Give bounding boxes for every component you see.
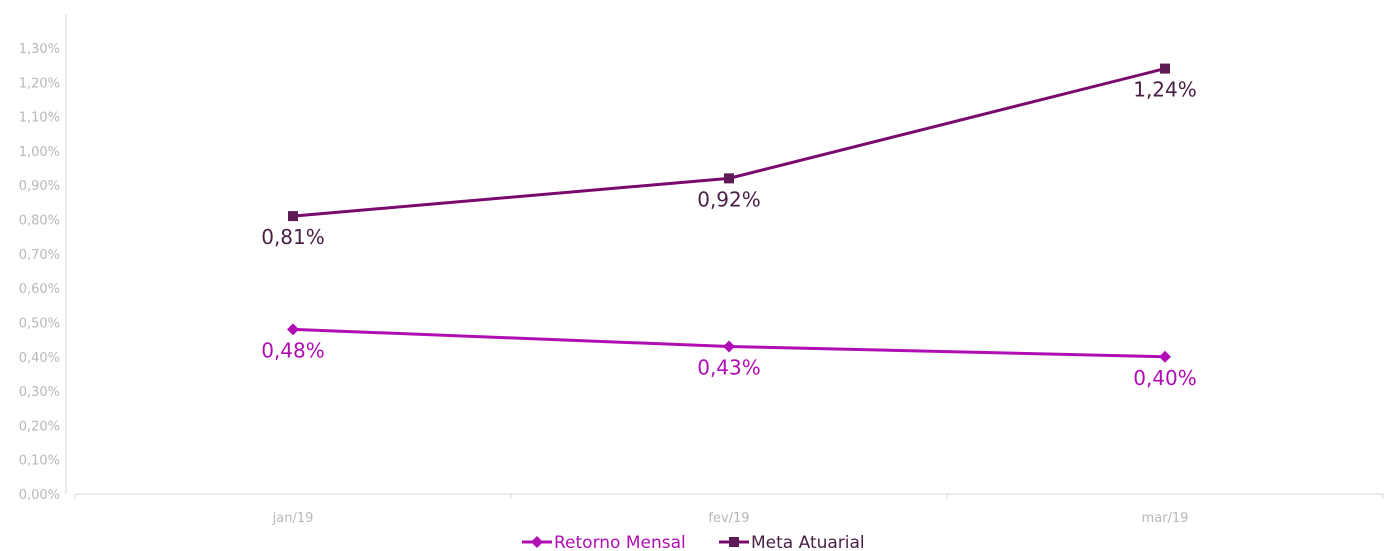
data-point [724,173,734,184]
y-axis: 0,00% 0,10% 0,20% 0,30% 0,40% 0,50% 0,60% 0,70%… [19,14,67,503]
legend: Retorno Mensal Meta Atuarial [522,533,865,551]
y-tick-label: 1,00% [19,145,60,160]
legend-item: Meta Atuarial [719,533,865,551]
series-meta-atuarial: 0,81% 0,92% 1,24% [261,63,1197,249]
data-label: 0,43% [697,355,761,379]
data-label: 0,48% [261,338,325,362]
y-tick-label: 1,10% [19,111,60,126]
y-tick-label: 0,70% [19,248,60,263]
data-point [287,323,299,336]
legend-label: Retorno Mensal [554,533,686,551]
x-tick-label: mar/19 [1142,511,1189,526]
y-tick-label: 1,20% [19,76,60,91]
y-tick-label: 1,30% [19,42,60,57]
y-tick-label: 0,20% [19,419,60,434]
data-point [1159,350,1171,363]
data-label: 0,81% [261,225,325,249]
x-tick-label: fev/19 [708,511,749,526]
data-label: 0,92% [697,187,761,211]
y-tick-label: 0,50% [19,316,60,331]
y-tick-label: 0,00% [19,488,60,503]
data-label: 1,24% [1133,78,1197,102]
series-layer: 0,48% 0,43% 0,40% 0,81% 0,92% 1,24% [261,63,1197,390]
legend-marker [531,536,543,548]
x-axis: jan/19 fev/19 mar/19 [74,493,1384,526]
legend-item: Retorno Mensal [522,533,686,551]
x-tick-label: jan/19 [272,511,314,526]
series-retorno-mensal: 0,48% 0,43% 0,40% [261,323,1197,390]
data-point [288,211,298,222]
data-label: 0,40% [1133,366,1197,390]
legend-label: Meta Atuarial [751,533,865,551]
data-point [723,340,735,353]
y-tick-label: 0,90% [19,179,60,194]
data-point [1160,63,1170,74]
y-tick-label: 0,60% [19,282,60,297]
y-tick-label: 0,10% [19,454,60,469]
y-tick-label: 0,40% [19,351,60,366]
y-tick-label: 0,80% [19,214,60,229]
legend-marker [729,537,739,547]
y-tick-label: 0,30% [19,385,60,400]
